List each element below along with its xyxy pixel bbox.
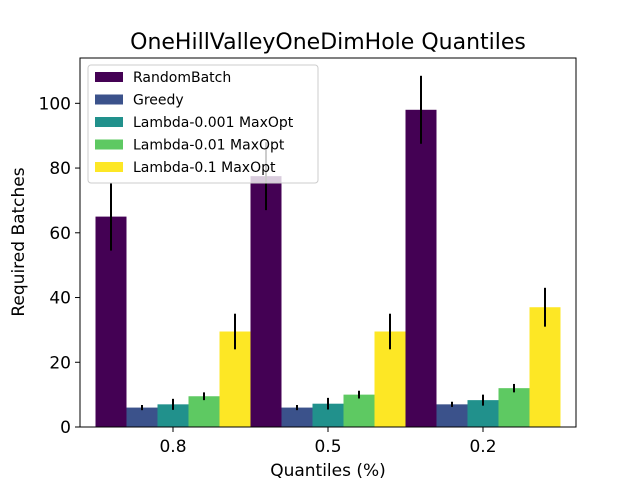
y-axis-label: Required Batches (9, 167, 29, 316)
legend-swatch (95, 162, 123, 172)
y-tick-label: 0 (60, 418, 71, 438)
legend-box (87, 64, 319, 184)
bar-greedy-0.2 (436, 404, 468, 427)
legend-swatch (95, 94, 123, 105)
legend-label: Lambda-0.01 MaxOpt (133, 138, 285, 154)
legend: RandomBatch Greedy Lambda-0.001 MaxOpt Lamb… (87, 64, 319, 184)
bar-randombatch-0.8 (95, 216, 127, 427)
bar-randombatch-0.5 (250, 176, 282, 427)
bar-greedy-0.8 (126, 407, 158, 427)
legend-swatch (95, 139, 123, 150)
chart-title: OneHillValleyOneDimHole Quantiles (130, 30, 526, 55)
bar-lambda-0-01-maxopt-0.8 (188, 396, 220, 427)
x-tick-label: 0.8 (159, 437, 186, 457)
x-axis-label: Quantiles (%) (270, 461, 386, 480)
y-tick-label: 60 (49, 224, 71, 244)
bar-lambda-0-001-maxopt-0.8 (157, 404, 189, 427)
legend-swatch (95, 117, 123, 127)
legend-label: Lambda-0.1 MaxOpt (133, 160, 276, 176)
y-axis-ticks: 0 20 40 60 80 100 (39, 94, 80, 438)
bar-randombatch-0.2 (405, 109, 437, 427)
x-axis-ticks: 0.8 0.5 0.2 (159, 427, 497, 457)
legend-label: Greedy (133, 93, 184, 109)
bar-lambda-0-01-maxopt-0.2 (498, 388, 530, 427)
legend-label: Lambda-0.001 MaxOpt (133, 115, 294, 131)
bar-lambda-0-001-maxopt-0.5 (312, 403, 344, 427)
x-tick-label: 0.2 (469, 437, 496, 457)
bar-greedy-0.5 (281, 407, 313, 427)
bar-lambda-0-01-maxopt-0.5 (343, 394, 375, 427)
legend-swatch (95, 72, 123, 82)
y-tick-label: 20 (49, 353, 71, 373)
y-tick-label: 80 (49, 159, 71, 179)
legend-label: RandomBatch (133, 70, 231, 86)
y-tick-label: 100 (39, 94, 71, 114)
x-tick-label: 0.5 (314, 437, 341, 457)
y-tick-label: 40 (49, 289, 71, 309)
bar-lambda-0-1-maxopt-0.2 (529, 307, 561, 427)
